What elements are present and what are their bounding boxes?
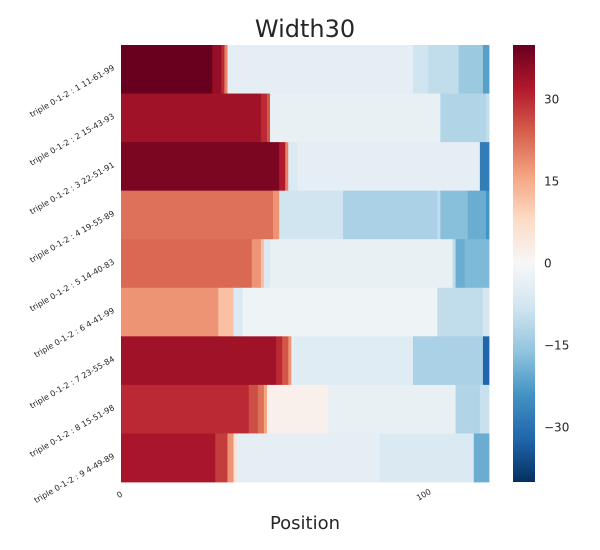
heatmap-cell [233,433,237,483]
heatmap-cell [294,336,414,386]
heatmap-cell [263,384,268,434]
heatmap-cell [455,239,466,289]
colorbar [513,45,535,482]
heatmap-cell [379,433,475,483]
heatmap-cell [282,336,289,386]
y-tick-label: triple 0-1-2 : 8 15-51-98 [28,403,116,459]
heatmap-cell [327,384,456,434]
heatmap-cell [458,45,484,94]
heatmap-cell [121,239,253,289]
chart-title: Width30 [255,15,355,43]
heatmap-cell [121,93,262,143]
heatmap-cell [236,433,380,483]
y-tick-label: triple 0-1-2 : 9 4-49-89 [33,452,116,505]
colorbar-tick-label: −15 [544,338,569,352]
heatmap-cell [440,93,487,143]
heatmap-cell [227,433,234,483]
heatmap-cell [464,239,490,289]
heatmap-cell [121,190,274,240]
x-tick-label: 0 [115,490,124,500]
heatmap-cell [273,190,280,240]
heatmap-cell [266,93,271,143]
heatmap-cell [482,336,490,386]
y-tick-label: triple 0-1-2 : 4 19-55-89 [28,209,116,265]
heatmap-cell [485,190,490,240]
heatmap-cell [260,239,265,289]
heatmap-cell [288,142,298,192]
y-tick-label: triple 0-1-2 : 3 22-51-91 [28,160,116,216]
heatmap-cell [121,45,213,94]
heatmap-cell [479,384,490,434]
colorbar-tick-label: 0 [544,257,552,271]
heatmap-cell [263,239,271,289]
heatmap-cell [473,433,490,483]
x-tick-labels: 0 100 [115,487,432,502]
heatmap-cell [437,190,441,240]
heatmap-cell [212,45,222,94]
heatmap-cell [479,142,490,192]
heatmap-cell [279,142,286,192]
heatmap-cell [257,384,265,434]
colorbar-tick-label: 15 [544,175,559,189]
y-tick-label: triple 0-1-2 : 6 4-41-99 [33,306,116,359]
heatmap-cell [279,190,344,240]
heatmap-cell [482,45,490,94]
heatmap-cell [482,287,490,337]
colorbar-tick-label: 30 [544,93,559,107]
heatmap-cell [440,190,469,240]
heatmap-cell [291,336,295,386]
heatmap-cell [121,287,219,337]
heatmap-cell [452,239,456,289]
colorbar-tick-labels: 30 15 0 −15 −30 [544,93,569,435]
heatmap-cell [121,336,277,386]
heatmap-cell [455,384,481,434]
y-tick-label: triple 0-1-2 : 2 15-43-93 [28,112,116,168]
heatmap-cell [276,336,283,386]
heatmap-cell [215,433,228,483]
heatmap-cell [221,45,225,94]
heatmap-cell [121,433,216,483]
heatmap-cell [412,336,484,386]
heatmap-cell [437,287,484,337]
heatmap-cell [266,384,329,434]
heatmap-cell [343,190,438,240]
heatmap-cell [121,142,280,192]
x-axis-label: Position [270,513,340,534]
y-tick-label: triple 0-1-2 : 7 23-55-84 [28,355,116,411]
heatmap-cell [242,287,438,337]
heatmap-cell [260,93,268,143]
heatmap-cell [248,384,259,434]
heatmap-cell [412,45,429,94]
heatmap-cells [121,45,490,483]
x-tick-label: 100 [415,487,433,502]
heatmap-cell [224,45,228,94]
heatmap-cell [218,287,234,337]
heatmap-cell [288,336,292,386]
heatmap-cell [270,239,453,289]
heatmap-cell [297,142,481,192]
heatmap-cell [485,93,490,143]
heatmap-cell [233,287,244,337]
heatmap-cell [227,45,414,94]
heatmap-cell [121,384,250,434]
y-tick-label: triple 0-1-2 : 5 14-40-83 [28,257,116,313]
heatmap-cell [270,93,441,143]
heatmap-cell [285,142,289,192]
heatmap-cell [428,45,459,94]
y-tick-label: triple 0-1-2 : 1 11-61-99 [28,63,116,119]
heatmap-cell [251,239,262,289]
colorbar-tick-label: −30 [544,420,569,434]
heatmap-cell [467,190,487,240]
